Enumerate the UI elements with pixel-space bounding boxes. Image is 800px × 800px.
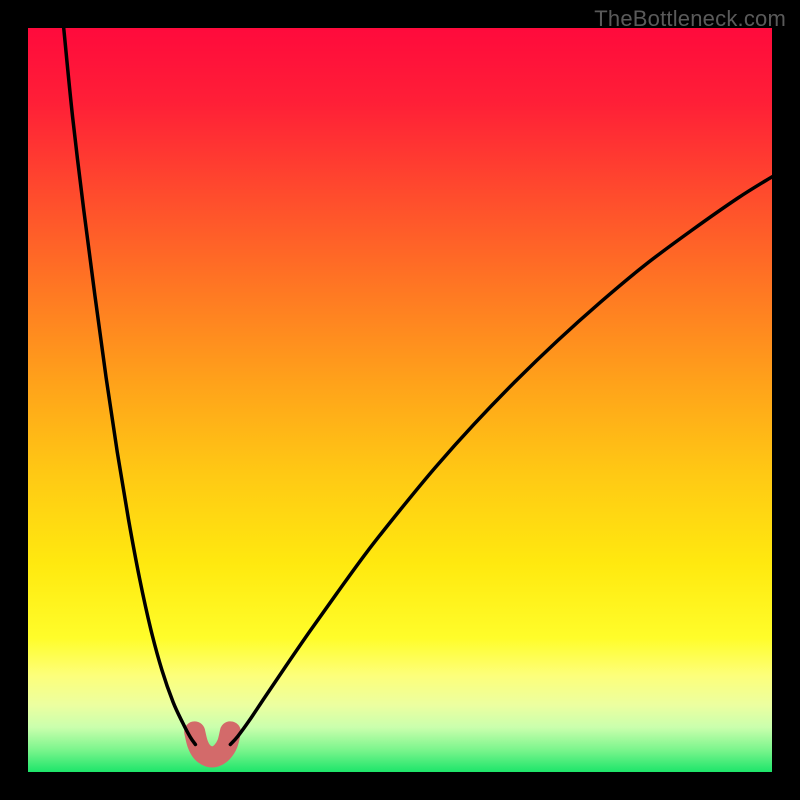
chart-frame: TheBottleneck.com xyxy=(0,0,800,800)
chart-svg xyxy=(28,28,772,772)
plot-area xyxy=(28,28,772,772)
gradient-background xyxy=(28,28,772,772)
watermark-text: TheBottleneck.com xyxy=(594,6,786,32)
